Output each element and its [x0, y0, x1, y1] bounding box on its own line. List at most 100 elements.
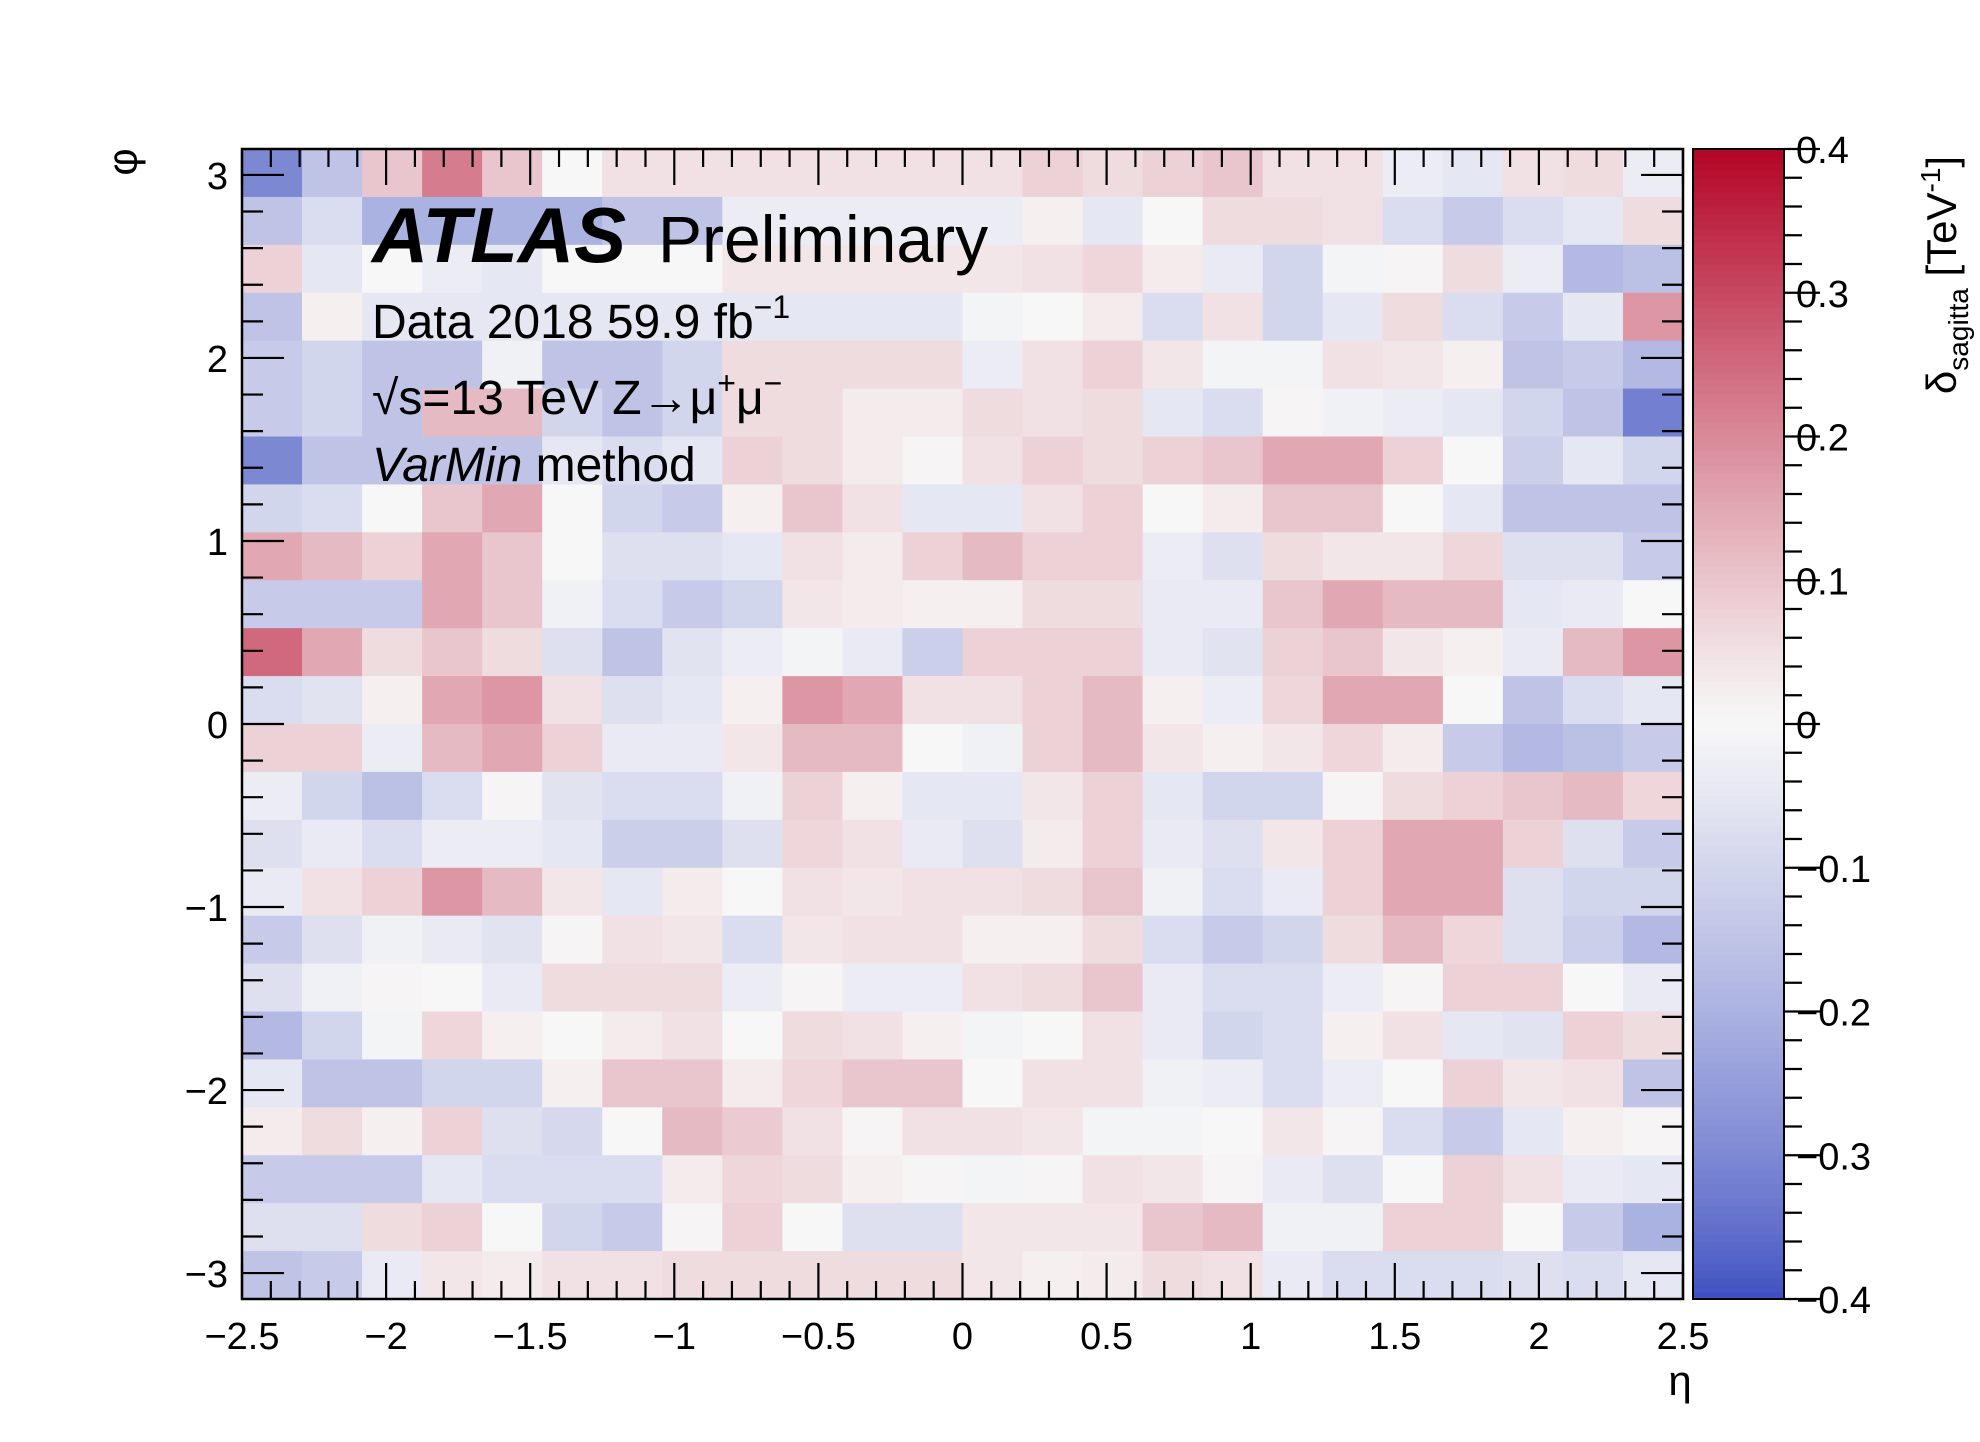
colorbar-title-unit-sup: -1 — [1915, 168, 1946, 193]
heatmap-cell — [782, 676, 844, 725]
heatmap-cell — [362, 628, 423, 677]
heatmap-cell — [842, 340, 904, 390]
heatmap-cell — [242, 724, 303, 773]
heatmap-cell — [482, 1011, 543, 1061]
heatmap-cell — [902, 1059, 964, 1108]
heatmap-cell — [1082, 1155, 1144, 1204]
heatmap-cell — [1082, 532, 1144, 581]
colorbar-segment — [1693, 206, 1784, 215]
heatmap-cell — [842, 724, 904, 773]
colorbar-segment — [1693, 609, 1784, 617]
heatmap-cell — [602, 628, 663, 677]
colorbar-segment — [1693, 601, 1784, 610]
colorbar-segment — [1693, 666, 1784, 675]
heatmap-cell — [782, 292, 844, 342]
heatmap-cell — [1562, 963, 1624, 1013]
heatmap-cell — [782, 244, 844, 294]
heatmap-cell — [662, 436, 723, 486]
colorbar-segment — [1693, 228, 1784, 236]
heatmap-cell — [1022, 1107, 1084, 1156]
heatmap-cell — [1202, 724, 1264, 773]
x-tick-label: −0.5 — [781, 1316, 856, 1358]
method-rest: method — [522, 439, 695, 492]
heatmap-cell — [1202, 292, 1264, 342]
heatmap-cell — [1142, 292, 1204, 342]
heatmap-cell — [362, 1203, 423, 1252]
heatmap-cell — [662, 1011, 723, 1061]
heatmap-cell — [1622, 676, 1684, 725]
heatmap-cell — [1562, 676, 1624, 725]
heatmap-cell — [422, 1155, 483, 1204]
colorbar-segment — [1693, 1133, 1784, 1142]
heatmap-cell — [1202, 244, 1264, 294]
heatmap-cell — [842, 628, 904, 677]
colorbar-segment — [1693, 299, 1784, 308]
colorbar-segment — [1693, 1054, 1784, 1063]
heatmap-cell — [1322, 915, 1384, 965]
heatmap-cell — [482, 724, 543, 773]
heatmap-cell — [902, 580, 964, 629]
heatmap-cell — [1502, 724, 1564, 773]
colorbar-segment — [1693, 752, 1784, 761]
colorbar-segment — [1693, 494, 1784, 502]
heatmap-cell — [962, 244, 1024, 294]
heatmap-cell — [1022, 676, 1084, 725]
heatmap-cell — [1202, 149, 1264, 198]
heatmap-cell — [1502, 1059, 1564, 1108]
colorbar-segment — [1693, 1011, 1784, 1020]
heatmap-cell — [482, 1203, 543, 1252]
heatmap-cell — [722, 1203, 783, 1252]
heatmap-cell — [1262, 771, 1324, 821]
heatmap-cell — [1142, 532, 1204, 581]
heatmap-cell — [1142, 819, 1204, 869]
heatmap-cell — [1382, 196, 1444, 246]
heatmap-cell — [542, 196, 603, 246]
heatmap-cell — [1142, 1155, 1204, 1204]
heatmap-cell — [1322, 771, 1384, 821]
heatmap-cell — [1382, 1203, 1444, 1252]
colorbar-segment — [1693, 1083, 1784, 1092]
colorbar-segment — [1693, 386, 1784, 394]
heatmap-cell — [962, 580, 1024, 629]
colorbar-segment — [1693, 522, 1784, 531]
heatmap-cell — [1442, 867, 1504, 917]
heatmap-cell — [1502, 1155, 1564, 1204]
heatmap-cell — [1442, 388, 1504, 438]
y-axis-title: φ — [99, 148, 146, 175]
heatmap-cell — [602, 819, 663, 869]
heatmap-cell — [1502, 915, 1564, 965]
heatmap-cell — [602, 1203, 663, 1252]
heatmap-cell — [1262, 819, 1324, 869]
heatmap-cell — [1022, 196, 1084, 246]
heatmap-cell — [542, 244, 603, 294]
heatmap-cell — [842, 484, 904, 533]
heatmap-cell — [782, 628, 844, 677]
heatmap-cell — [1442, 915, 1504, 965]
heatmap-cell — [1262, 1059, 1324, 1108]
colorbar-tick-label: −0.1 — [1796, 849, 1871, 891]
colorbar-segment — [1693, 874, 1784, 883]
colorbar-segment — [1693, 414, 1784, 423]
colorbar-segment — [1693, 580, 1784, 589]
heatmap-cell — [1442, 580, 1504, 629]
y-tick-label: 3 — [207, 156, 228, 198]
colorbar-segment — [1693, 652, 1784, 660]
heatmap-cell — [1262, 724, 1324, 773]
heatmap-cell — [662, 724, 723, 773]
heatmap-cell — [1382, 388, 1444, 438]
heatmap-cell — [1562, 340, 1624, 390]
heatmap-cell — [1562, 1251, 1624, 1300]
heatmap-cell — [1022, 532, 1084, 581]
heatmap-cell — [1082, 292, 1144, 342]
colorbar-segment — [1693, 1004, 1784, 1013]
heatmap-cell — [302, 676, 363, 725]
colorbar-title: δsagitta [TeV-1] — [1915, 156, 1974, 394]
heatmap-cell — [782, 149, 844, 198]
heatmap-cell — [242, 196, 303, 246]
heatmap-cell — [902, 819, 964, 869]
heatmap-cell — [1202, 388, 1264, 438]
heatmap-cell — [1502, 1251, 1564, 1300]
colorbar-segment — [1693, 630, 1784, 639]
heatmap-cell — [542, 771, 603, 821]
colorbar-segment — [1693, 803, 1784, 811]
